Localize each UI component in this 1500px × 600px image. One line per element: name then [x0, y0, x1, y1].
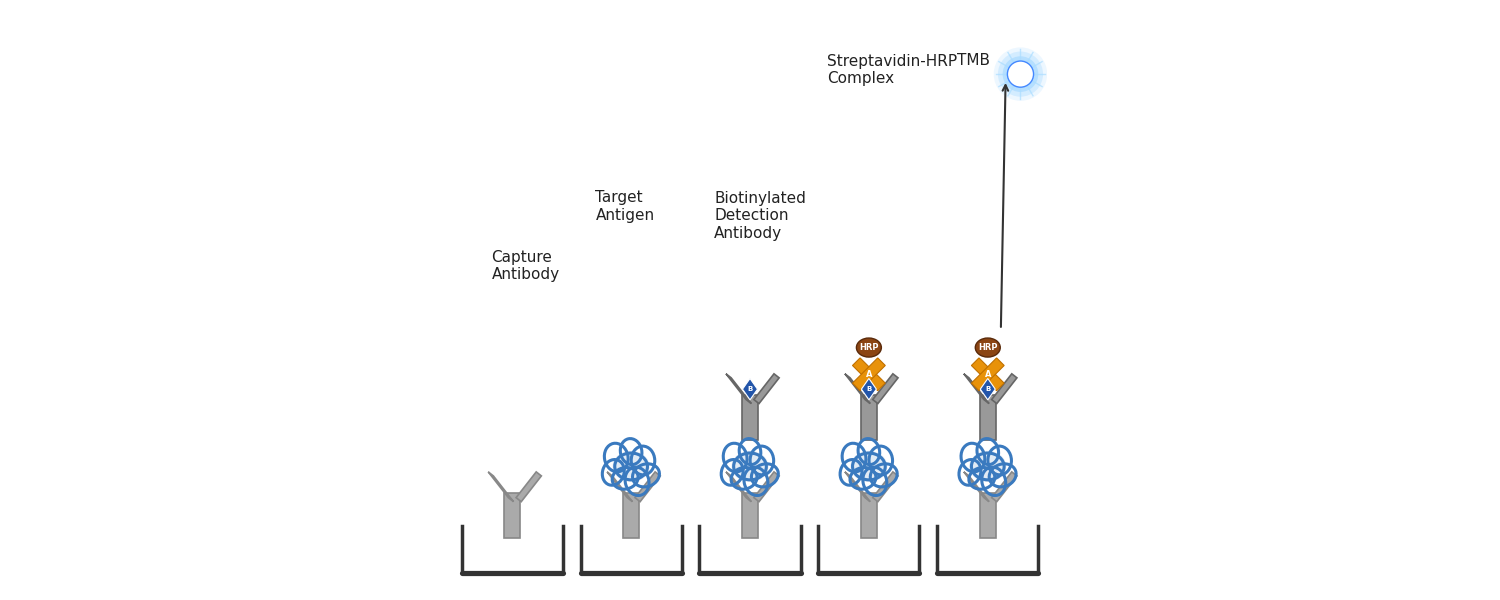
Polygon shape: [742, 493, 758, 538]
Text: TMB: TMB: [957, 53, 990, 68]
Text: Biotinylated
Detection
Antibody: Biotinylated Detection Antibody: [714, 191, 806, 241]
Polygon shape: [516, 472, 542, 502]
Polygon shape: [972, 358, 1004, 391]
Polygon shape: [992, 472, 1017, 502]
Polygon shape: [726, 374, 752, 404]
Polygon shape: [980, 395, 996, 440]
Polygon shape: [972, 358, 1004, 391]
Polygon shape: [980, 493, 996, 538]
Circle shape: [1008, 61, 1034, 87]
Ellipse shape: [970, 452, 1005, 481]
Polygon shape: [608, 472, 633, 502]
Text: A: A: [865, 370, 871, 379]
Ellipse shape: [856, 338, 882, 357]
Text: Target
Antigen: Target Antigen: [596, 190, 654, 223]
Polygon shape: [964, 472, 988, 502]
Ellipse shape: [850, 452, 886, 481]
Ellipse shape: [975, 338, 1000, 357]
Polygon shape: [634, 472, 660, 502]
Polygon shape: [488, 472, 513, 502]
Text: Streptavidin-HRP
Complex: Streptavidin-HRP Complex: [828, 53, 957, 86]
Polygon shape: [873, 472, 898, 502]
Polygon shape: [852, 358, 885, 391]
Polygon shape: [844, 374, 870, 404]
Polygon shape: [624, 493, 639, 538]
Polygon shape: [504, 493, 520, 538]
Polygon shape: [992, 374, 1017, 404]
Polygon shape: [873, 374, 898, 404]
Polygon shape: [742, 379, 758, 400]
Circle shape: [998, 52, 1042, 97]
Ellipse shape: [614, 452, 650, 481]
Polygon shape: [742, 395, 758, 440]
Ellipse shape: [732, 452, 768, 481]
Polygon shape: [754, 374, 778, 404]
Polygon shape: [861, 379, 876, 400]
Polygon shape: [861, 493, 876, 538]
Text: B: B: [867, 386, 871, 392]
Polygon shape: [981, 379, 996, 400]
Polygon shape: [852, 358, 885, 391]
Circle shape: [1014, 68, 1026, 80]
Text: HRP: HRP: [978, 343, 998, 352]
Circle shape: [1002, 56, 1038, 92]
Text: HRP: HRP: [859, 343, 879, 352]
Text: B: B: [747, 386, 753, 392]
Circle shape: [993, 47, 1047, 101]
Polygon shape: [754, 472, 778, 502]
Text: Capture
Antibody: Capture Antibody: [492, 250, 560, 282]
Polygon shape: [726, 472, 752, 502]
Polygon shape: [964, 374, 988, 404]
Text: B: B: [986, 386, 990, 392]
Text: A: A: [984, 370, 992, 379]
Polygon shape: [861, 395, 876, 440]
Polygon shape: [844, 472, 870, 502]
